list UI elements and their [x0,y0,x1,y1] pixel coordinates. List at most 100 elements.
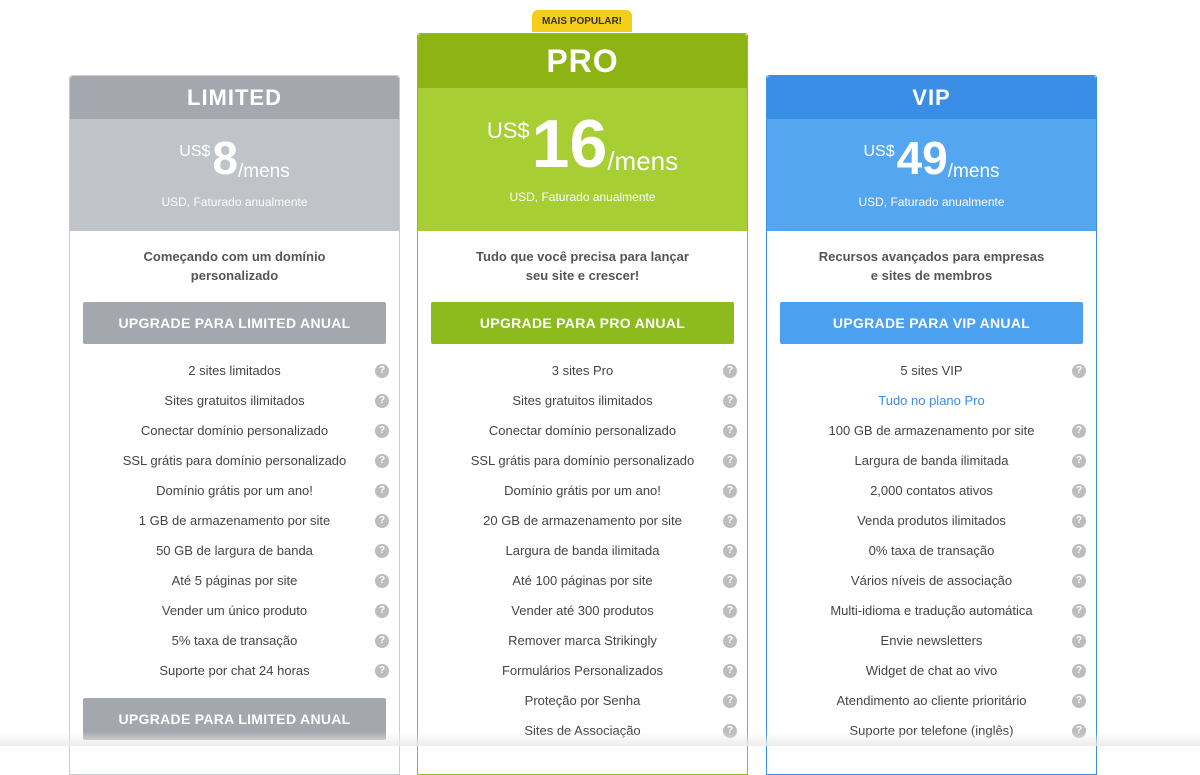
currency: US$ [863,143,895,160]
help-icon[interactable]: ? [375,574,389,588]
feature-item: SSL grátis para domínio personalizado? [70,446,399,476]
help-icon[interactable]: ? [723,604,737,618]
feature-item: 100 GB de armazenamento por site? [767,416,1096,446]
feature-item: Domínio grátis por um ano!? [70,476,399,506]
price-amount: 8 [212,132,238,184]
feature-label: Largura de banda ilimitada [854,453,1009,468]
feature-item: Conectar domínio personalizado? [70,416,399,446]
feature-label: 20 GB de armazenamento por site [483,513,682,528]
price: US$ 49 /mens [767,135,1096,183]
currency: US$ [179,143,211,160]
feature-label: Widget de chat ao vivo [865,663,998,678]
plan-card-limited: LIMITED US$ 8 /mens USD, Faturado anualm… [69,75,400,775]
help-icon[interactable]: ? [375,424,389,438]
feature-item: 2,000 contatos ativos? [767,476,1096,506]
help-icon[interactable]: ? [1072,364,1086,378]
help-icon[interactable]: ? [1072,604,1086,618]
feature-item: 5 sites VIP? [767,356,1096,386]
help-icon[interactable]: ? [1072,634,1086,648]
feature-item: 50 GB de largura de banda? [70,536,399,566]
feature-item: Venda produtos ilimitados? [767,506,1096,536]
feature-item: Widget de chat ao vivo? [767,656,1096,686]
help-icon[interactable]: ? [375,544,389,558]
feature-item: Largura de banda ilimitada? [767,446,1096,476]
help-icon[interactable]: ? [375,664,389,678]
help-icon[interactable]: ? [375,484,389,498]
feature-label: Multi-idioma e tradução automática [830,603,1033,618]
feature-item: Suporte por chat 24 horas? [70,656,399,686]
currency: US$ [486,118,530,143]
plan-title: LIMITED [70,76,399,119]
feature-label: Conectar domínio personalizado [488,423,677,438]
feature-item: 3 sites Pro? [418,356,747,386]
feature-item: Sites gratuitos ilimitados? [418,386,747,416]
feature-item: Envie newsletters? [767,626,1096,656]
feature-item: Até 100 páginas por site? [418,566,747,596]
help-icon[interactable]: ? [723,364,737,378]
help-icon[interactable]: ? [375,604,389,618]
feature-label: Envie newsletters [880,633,983,648]
help-icon[interactable]: ? [723,424,737,438]
feature-label: 1 GB de armazenamento por site [138,513,331,528]
help-icon[interactable]: ? [1072,694,1086,708]
feature-label: Sites gratuitos ilimitados [164,393,305,408]
feature-item[interactable]: Tudo no plano Pro [767,386,1096,416]
feature-item: 20 GB de armazenamento por site? [418,506,747,536]
feature-list: 3 sites Pro? Sites gratuitos ilimitados? C… [418,344,747,746]
feature-item: Conectar domínio personalizado? [418,416,747,446]
feature-label: Até 100 páginas por site [512,573,653,588]
feature-item: Vender um único produto? [70,596,399,626]
feature-item: Remover marca Strikingly? [418,626,747,656]
help-icon[interactable]: ? [1072,544,1086,558]
help-icon[interactable]: ? [375,634,389,648]
help-icon[interactable]: ? [375,394,389,408]
help-icon[interactable]: ? [723,694,737,708]
feature-label: Suporte por chat 24 horas [159,663,310,678]
upgrade-pro-button[interactable]: UPGRADE PARA PRO ANUAL [431,302,734,344]
help-icon[interactable]: ? [723,454,737,468]
upgrade-vip-button[interactable]: UPGRADE PARA VIP ANUAL [780,302,1083,344]
help-icon[interactable]: ? [723,574,737,588]
feature-label: Sites gratuitos ilimitados [512,393,653,408]
help-icon[interactable]: ? [1072,484,1086,498]
feature-label: 100 GB de armazenamento por site [828,423,1035,438]
price-amount: 49 [896,132,948,184]
price-amount: 16 [531,106,608,182]
help-icon[interactable]: ? [1072,424,1086,438]
feature-label: Proteção por Senha [524,693,641,708]
billing-note: USD, Faturado anualmente [858,195,1005,209]
feature-label: Domínio grátis por um ano! [504,483,661,498]
help-icon[interactable]: ? [723,514,737,528]
feature-label: Venda produtos ilimitados [857,513,1006,528]
feature-item: Formulários Personalizados? [418,656,747,686]
feature-label: 0% taxa de transação [868,543,995,558]
price-period: /mens [947,161,1000,182]
feature-item: Atendimento ao cliente prioritário? [767,686,1096,716]
help-icon[interactable]: ? [1072,514,1086,528]
help-icon[interactable]: ? [375,454,389,468]
help-icon[interactable]: ? [723,664,737,678]
feature-item: 2 sites limitados? [70,356,399,386]
help-icon[interactable]: ? [723,544,737,558]
feature-label: Até 5 páginas por site [171,573,298,588]
feature-label[interactable]: Tudo no plano Pro [878,393,985,408]
help-icon[interactable]: ? [375,514,389,528]
price-box: US$ 49 /mens USD, Faturado anualmente [767,119,1096,231]
help-icon[interactable]: ? [1072,664,1086,678]
help-icon[interactable]: ? [723,634,737,648]
help-icon[interactable]: ? [1072,454,1086,468]
feature-label: SSL grátis para domínio personalizado [470,453,695,468]
feature-label: Vários níveis de associação [850,573,1013,588]
feature-label: 5 sites VIP [900,363,963,378]
billing-note: USD, Faturado anualmente [161,195,308,209]
feature-label: 3 sites Pro [551,363,614,378]
feature-label: Domínio grátis por um ano! [156,483,313,498]
upgrade-limited-button[interactable]: UPGRADE PARA LIMITED ANUAL [83,302,386,344]
help-icon[interactable]: ? [1072,574,1086,588]
help-icon[interactable]: ? [723,484,737,498]
help-icon[interactable]: ? [375,364,389,378]
billing-note: USD, Faturado anualmente [509,190,656,204]
help-icon[interactable]: ? [723,394,737,408]
bottom-fade [0,732,1200,746]
feature-list: 5 sites VIP? Tudo no plano Pro 100 GB de a… [767,344,1096,746]
